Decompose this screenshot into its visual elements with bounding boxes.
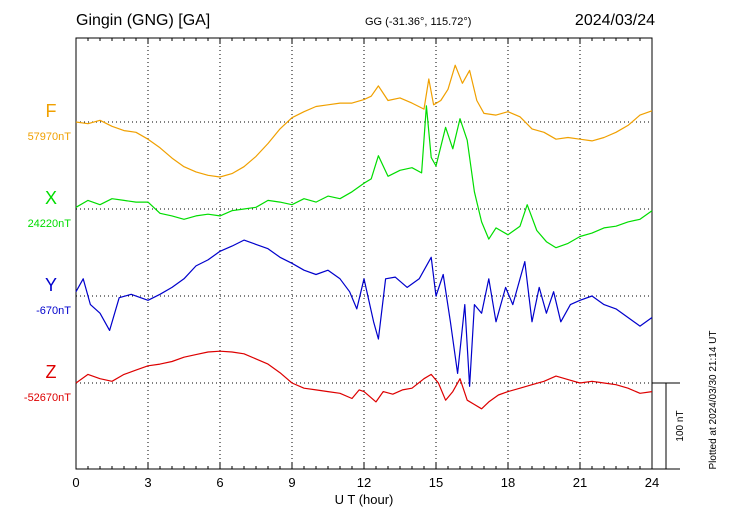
x-tick-label: 18: [501, 475, 515, 490]
series-line-y: [75, 239, 653, 387]
grid-lines: [76, 38, 652, 469]
series-layer: [75, 64, 653, 410]
x-axis-ticks: 0 3 6 9 12 15 18 21 24: [72, 38, 659, 490]
component-label-x: X: [45, 188, 57, 208]
x-tick-label: 0: [72, 475, 79, 490]
x-tick-label: 3: [144, 475, 151, 490]
x-tick-label: 24: [645, 475, 659, 490]
scale-bar-label: 100 nT: [675, 410, 686, 441]
component-label-f: F: [46, 101, 57, 121]
x-tick-label: 12: [357, 475, 371, 490]
baseline-label-z: -52670nT: [24, 392, 71, 404]
component-label-y: Y: [45, 275, 57, 295]
component-labels: F 57970nT X 24220nT Y -670nT Z -52670nT: [24, 101, 71, 404]
x-tick-label: 21: [573, 475, 587, 490]
baseline-label-x: 24220nT: [28, 218, 72, 230]
station-title: Gingin (GNG) [GA]: [76, 12, 210, 29]
series-line-f: [75, 64, 653, 178]
x-axis-title: U T (hour): [335, 492, 394, 507]
series-line-z: [75, 350, 653, 410]
x-tick-label: 15: [429, 475, 443, 490]
date-label: 2024/03/24: [575, 12, 655, 29]
series-line-x: [75, 105, 653, 249]
coords-label: GG (-31.36°, 115.72°): [365, 16, 471, 28]
scale-bar: 100 nT: [652, 382, 686, 470]
baseline-label-y: -670nT: [36, 305, 71, 317]
x-tick-label: 6: [216, 475, 223, 490]
plotted-at-note: Plotted at 2024/03/30 21:14 UT: [708, 331, 719, 470]
baseline-label-f: 57970nT: [28, 131, 72, 143]
component-label-z: Z: [46, 362, 57, 382]
x-tick-label: 9: [288, 475, 295, 490]
